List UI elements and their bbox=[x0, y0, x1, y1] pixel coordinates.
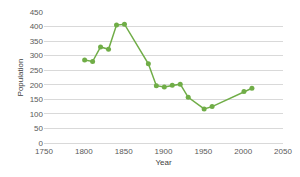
svg-text:100: 100 bbox=[30, 110, 44, 119]
svg-text:200: 200 bbox=[30, 81, 44, 90]
svg-text:50: 50 bbox=[34, 124, 43, 133]
svg-text:400: 400 bbox=[30, 22, 44, 31]
svg-text:2050: 2050 bbox=[274, 147, 292, 156]
svg-text:Population: Population bbox=[16, 59, 25, 97]
svg-text:250: 250 bbox=[30, 66, 44, 75]
svg-text:1900: 1900 bbox=[155, 147, 173, 156]
svg-text:Year: Year bbox=[155, 158, 172, 167]
svg-text:300: 300 bbox=[30, 51, 44, 60]
svg-text:1800: 1800 bbox=[75, 147, 93, 156]
svg-text:1750: 1750 bbox=[35, 147, 53, 156]
svg-text:150: 150 bbox=[30, 95, 44, 104]
svg-text:2000: 2000 bbox=[234, 147, 252, 156]
svg-text:350: 350 bbox=[30, 37, 44, 46]
svg-text:1950: 1950 bbox=[194, 147, 212, 156]
svg-text:0: 0 bbox=[39, 139, 44, 148]
svg-text:1850: 1850 bbox=[115, 147, 133, 156]
svg-text:450: 450 bbox=[30, 8, 44, 17]
